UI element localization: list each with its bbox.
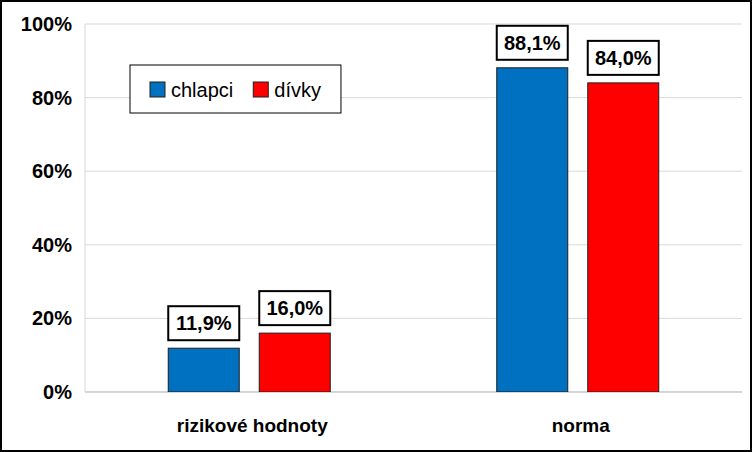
y-axis-line bbox=[85, 24, 86, 392]
x-tick-label: norma bbox=[552, 415, 611, 436]
data-label: 88,1% bbox=[504, 32, 561, 54]
legend-swatch bbox=[150, 82, 165, 97]
y-tick-label: 40% bbox=[32, 234, 72, 256]
bar bbox=[588, 83, 659, 392]
chart-svg: 0% 20% 40% 60% 80% 100% 11,9% 16,0% 88,1% 84,0% ri… bbox=[0, 0, 752, 452]
bars bbox=[168, 68, 659, 392]
bar bbox=[497, 68, 568, 392]
grid-line bbox=[85, 24, 742, 25]
y-axis: 0% 20% 40% 60% 80% 100% bbox=[21, 13, 742, 403]
chart-border bbox=[1, 1, 751, 451]
x-tick-label: rizikové hodnoty bbox=[177, 415, 328, 436]
data-label-box bbox=[259, 291, 330, 325]
legend: chlapci dívky bbox=[130, 65, 341, 113]
y-tick-label: 80% bbox=[32, 87, 72, 109]
data-label: 11,9% bbox=[176, 312, 232, 334]
y-tick-label: 0% bbox=[43, 381, 72, 403]
chart-container: 0% 20% 40% 60% 80% 100% 11,9% 16,0% 88,1% 84,0% ri… bbox=[0, 0, 752, 452]
legend-box bbox=[130, 65, 341, 113]
legend-label: dívky bbox=[274, 79, 321, 101]
y-tick-label: 20% bbox=[32, 307, 72, 329]
data-label-box bbox=[588, 41, 659, 75]
y-tick-label: 60% bbox=[32, 160, 72, 182]
data-label: 16,0% bbox=[266, 297, 323, 319]
data-label-box bbox=[168, 306, 239, 340]
data-label: 84,0% bbox=[595, 47, 652, 69]
legend-label: chlapci bbox=[171, 79, 233, 101]
bar bbox=[168, 348, 239, 392]
y-tick-label: 100% bbox=[21, 13, 72, 35]
bar bbox=[259, 333, 330, 392]
data-label-box bbox=[497, 26, 568, 60]
legend-swatch bbox=[253, 82, 268, 97]
